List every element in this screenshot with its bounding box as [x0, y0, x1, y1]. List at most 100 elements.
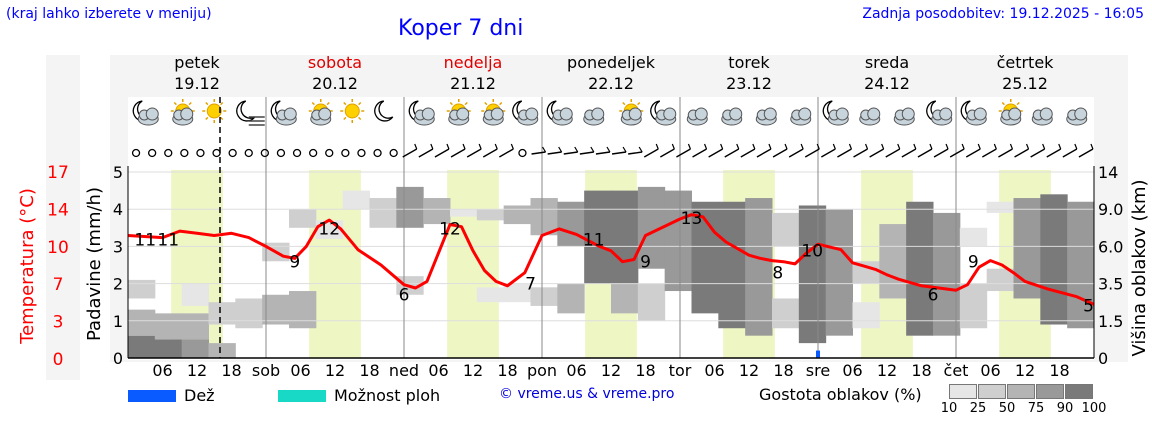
storm-legend-label: Možnost ploh — [334, 386, 441, 405]
wind-barb-icon — [756, 143, 772, 158]
page-title: Koper 7 dni — [398, 16, 524, 41]
wind-barb-icon — [740, 143, 756, 158]
precipitation-axis-title: Padavine (mm/h) — [84, 187, 105, 341]
moon-cloud-icon — [650, 100, 677, 126]
temperature-label: 13 — [681, 209, 703, 229]
wind-calm-icon — [164, 148, 173, 158]
wind-calm-icon — [389, 148, 398, 158]
moon-cloud-icon — [822, 100, 849, 126]
cloud-block — [262, 294, 290, 325]
cloud-block — [369, 198, 397, 228]
wind-barb-icon — [933, 143, 949, 158]
cloud-block — [154, 313, 183, 340]
wind-flag-icon — [628, 146, 643, 155]
wind-calm-icon — [357, 148, 366, 158]
cloud-block — [772, 298, 800, 329]
cloud-height-tick: 0 — [1098, 349, 1108, 368]
cloud-block — [852, 261, 880, 284]
precipitation-tick: 5 — [113, 163, 123, 182]
cloud-block — [181, 339, 209, 358]
wind-calm-icon — [276, 148, 286, 158]
cloud-block — [128, 335, 156, 358]
wind-calm-icon — [373, 148, 382, 158]
density-step-label: 10 — [940, 401, 958, 416]
wind-barb-icon — [450, 143, 466, 158]
density-step-label: 75 — [1027, 401, 1045, 416]
moon-cloud-icon — [132, 100, 159, 126]
cloud-block — [128, 279, 156, 299]
x-tick-label: tor — [669, 361, 692, 380]
density-step-label: 100 — [1081, 401, 1107, 416]
wind-symbol-row — [131, 143, 1094, 158]
density-swatch — [1065, 384, 1093, 399]
cloud-block — [852, 302, 880, 329]
day-name: nedelja — [444, 53, 503, 72]
sun-cloud-icon — [170, 99, 195, 126]
temperature-label: 12 — [318, 220, 340, 240]
wind-calm-icon — [308, 148, 318, 158]
cloud-block — [181, 283, 209, 306]
cloud-block — [396, 186, 424, 228]
cloud-block — [208, 302, 236, 325]
wind-flag-icon — [595, 146, 611, 155]
day-name: torek — [728, 53, 770, 72]
rain-bar — [816, 350, 820, 358]
cloud-block — [476, 209, 505, 221]
cloud-icon — [721, 107, 743, 126]
x-tick-label: 12 — [463, 361, 483, 380]
day-name: petek — [174, 53, 220, 72]
sun-icon — [340, 99, 365, 123]
density-swatch — [1036, 384, 1064, 399]
temperature-tick: 17 — [47, 163, 69, 183]
copyright-link[interactable]: © vreme.us & vreme.pro — [499, 386, 675, 402]
temperature-label: 11 — [157, 231, 179, 251]
cloud-height-axis-title: Višina oblakov (km) — [1129, 179, 1150, 356]
temperature-label: 7 — [525, 274, 536, 294]
temperature-label: 5 — [1083, 296, 1094, 316]
wind-barb-icon — [1078, 143, 1094, 158]
cloud-block — [718, 201, 746, 329]
wind-barb-icon — [804, 143, 820, 158]
x-tick-label: 12 — [187, 361, 207, 380]
wind-calm-icon — [180, 148, 189, 158]
cloud-block — [611, 190, 639, 284]
wind-calm-icon — [196, 148, 205, 158]
temperature-label: 12 — [439, 220, 461, 240]
wind-flag-icon — [611, 146, 627, 155]
cloud-height-tick: 9.0 — [1098, 200, 1123, 219]
cloud-height-tick: 14 — [1098, 163, 1118, 182]
wind-barb-icon — [482, 143, 498, 158]
wind-barb-icon — [772, 143, 788, 158]
precipitation-bars — [816, 350, 820, 358]
cloud-height-tick: 3.5 — [1098, 275, 1123, 294]
wind-flag-icon — [547, 146, 563, 155]
cloud-block — [503, 205, 531, 225]
wind-barb-icon — [418, 143, 434, 158]
x-tick-label: 06 — [428, 361, 448, 380]
sun-cloud-icon — [481, 99, 506, 126]
temperature-label: 9 — [640, 253, 651, 273]
moon-cloud-icon — [926, 100, 953, 126]
wind-barb-icon — [708, 143, 724, 158]
wind-barb-icon — [1062, 143, 1078, 158]
x-tick-label: 18 — [911, 361, 931, 380]
cloud-height-tick: 6.0 — [1098, 237, 1123, 256]
cloud-block — [154, 339, 183, 358]
x-tick-label: 06 — [980, 361, 1000, 380]
x-tick-label: ned — [389, 361, 419, 380]
wind-barb-icon — [821, 143, 836, 158]
density-swatch — [1007, 384, 1035, 399]
cloud-block — [289, 291, 317, 329]
day-dividers — [265, 97, 957, 358]
wind-flag-icon — [531, 146, 547, 155]
wind-barb-icon — [965, 143, 981, 158]
wind-barb-icon — [901, 143, 917, 158]
storm-swatch — [278, 390, 326, 402]
cloud-block — [530, 287, 558, 306]
wind-barb-icon — [917, 143, 933, 158]
cloud-block — [611, 283, 639, 314]
wind-barb-icon — [643, 143, 659, 158]
moon-cloud-icon — [960, 100, 987, 126]
